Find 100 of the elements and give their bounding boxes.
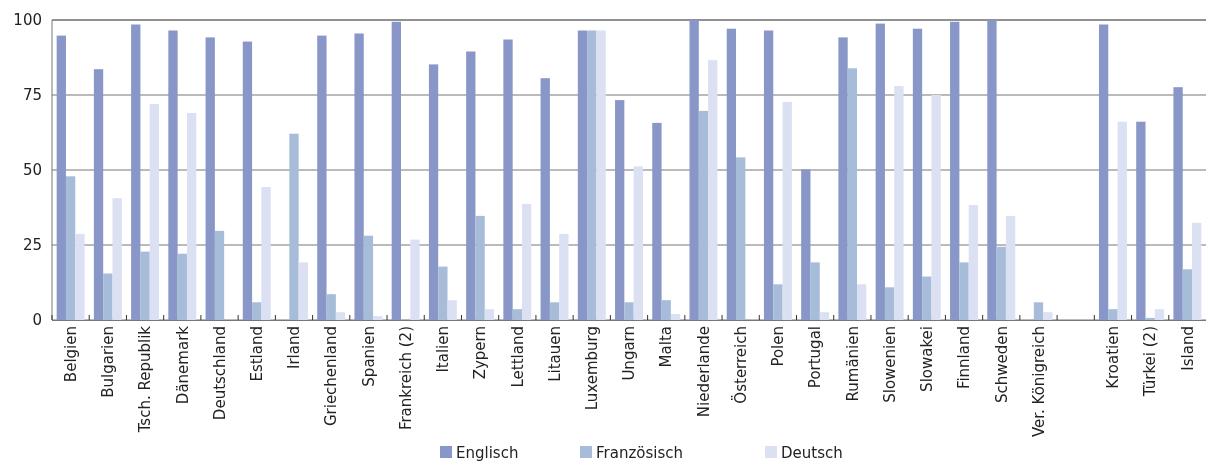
bar	[782, 101, 792, 320]
bar	[484, 309, 495, 320]
bar	[391, 21, 401, 320]
bar	[447, 300, 457, 320]
bar	[1098, 24, 1109, 320]
bar	[773, 284, 783, 320]
x-tick-label: Slowenien	[880, 326, 899, 403]
bar	[503, 39, 513, 320]
x-tick-label: Griechenland	[322, 326, 341, 427]
bar	[596, 30, 606, 320]
bar	[838, 37, 848, 320]
bar	[884, 287, 895, 320]
x-tick-label: Belgien	[61, 326, 80, 383]
y-tick-label: 75	[22, 86, 42, 105]
bar	[186, 113, 197, 320]
x-tick-label: Schweden	[992, 326, 1011, 404]
x-tick-label: Deutschland	[210, 326, 229, 421]
bar	[624, 302, 634, 320]
x-tick-label: Polen	[769, 326, 788, 367]
x-tick-label: Portugal	[806, 326, 825, 389]
x-tick-label: Tsch. Republik	[136, 325, 155, 434]
bar	[857, 284, 867, 320]
bar	[428, 64, 439, 320]
bar	[875, 23, 885, 320]
bar	[65, 176, 76, 320]
bar	[1033, 302, 1044, 320]
x-tick-label: Slowakei	[918, 326, 937, 392]
bar	[968, 205, 978, 320]
x-tick-label: Österreich	[730, 326, 750, 404]
bar	[810, 262, 820, 320]
x-tick-label: Finnland	[955, 326, 974, 390]
x-tick-label: Frankreich (2)	[396, 326, 415, 431]
y-tick-label: 0	[32, 311, 42, 330]
x-tick-label: Irland	[285, 326, 304, 369]
x-tick-label: Bulgarien	[99, 326, 118, 398]
bar	[1173, 87, 1183, 320]
bar	[289, 133, 299, 320]
bar	[1192, 222, 1202, 320]
bar	[410, 239, 420, 320]
bar	[252, 302, 262, 320]
bar	[177, 253, 187, 320]
x-tick-label: Zypern	[471, 326, 490, 380]
bar	[698, 110, 709, 320]
bar	[512, 309, 522, 320]
bar	[1154, 309, 1165, 320]
bar	[763, 30, 774, 320]
bar	[354, 33, 364, 320]
x-tick-label: Dänemark	[173, 325, 192, 405]
bar	[242, 41, 253, 320]
x-tick-label: Spanien	[359, 326, 378, 387]
bar	[996, 246, 1006, 320]
bar	[549, 302, 560, 320]
bar	[326, 294, 336, 320]
bar	[670, 314, 681, 320]
bar	[894, 86, 904, 320]
x-tick-label: Malta	[657, 326, 676, 368]
x-tick-label: Niederlande	[694, 326, 713, 418]
x-tick-label: Türkei (2)	[1141, 326, 1160, 398]
bar	[1182, 269, 1193, 320]
legend-label: Englisch	[456, 444, 519, 462]
bar	[540, 78, 550, 320]
bar	[205, 37, 215, 320]
y-tick-label: 50	[22, 161, 42, 180]
bar	[931, 95, 941, 320]
bar	[438, 266, 448, 320]
bar	[1136, 121, 1146, 320]
x-tick-label: Italien	[434, 326, 453, 373]
y-tick-label: 25	[22, 236, 42, 255]
bar	[93, 69, 104, 320]
x-tick-label: Rumänien	[843, 326, 862, 402]
bar	[615, 100, 625, 320]
x-tick-label: Lettland	[508, 326, 527, 388]
bar	[475, 215, 485, 320]
bar	[577, 30, 588, 320]
bar	[987, 20, 997, 320]
bar	[214, 230, 225, 320]
bar	[140, 251, 150, 320]
bar	[689, 20, 699, 320]
bar	[847, 68, 858, 320]
bar	[559, 233, 569, 320]
bar	[75, 233, 85, 320]
x-tick-label: Luxemburg	[583, 326, 602, 411]
bar	[661, 300, 671, 320]
x-tick-label: Ver. Königreich	[1029, 326, 1048, 438]
x-tick-label: Island	[1178, 326, 1197, 371]
bar	[801, 169, 811, 320]
bar	[335, 312, 346, 320]
bar	[708, 60, 718, 320]
bar	[261, 187, 271, 320]
bar	[112, 198, 122, 320]
bar	[726, 28, 737, 320]
bar	[1108, 309, 1118, 320]
bar	[652, 122, 662, 320]
bar	[56, 35, 66, 320]
bar	[168, 30, 178, 320]
bar	[1117, 121, 1127, 320]
bar	[317, 35, 327, 320]
legend-label: Deutsch	[781, 444, 843, 462]
bar	[1043, 312, 1053, 320]
bar	[819, 312, 830, 320]
